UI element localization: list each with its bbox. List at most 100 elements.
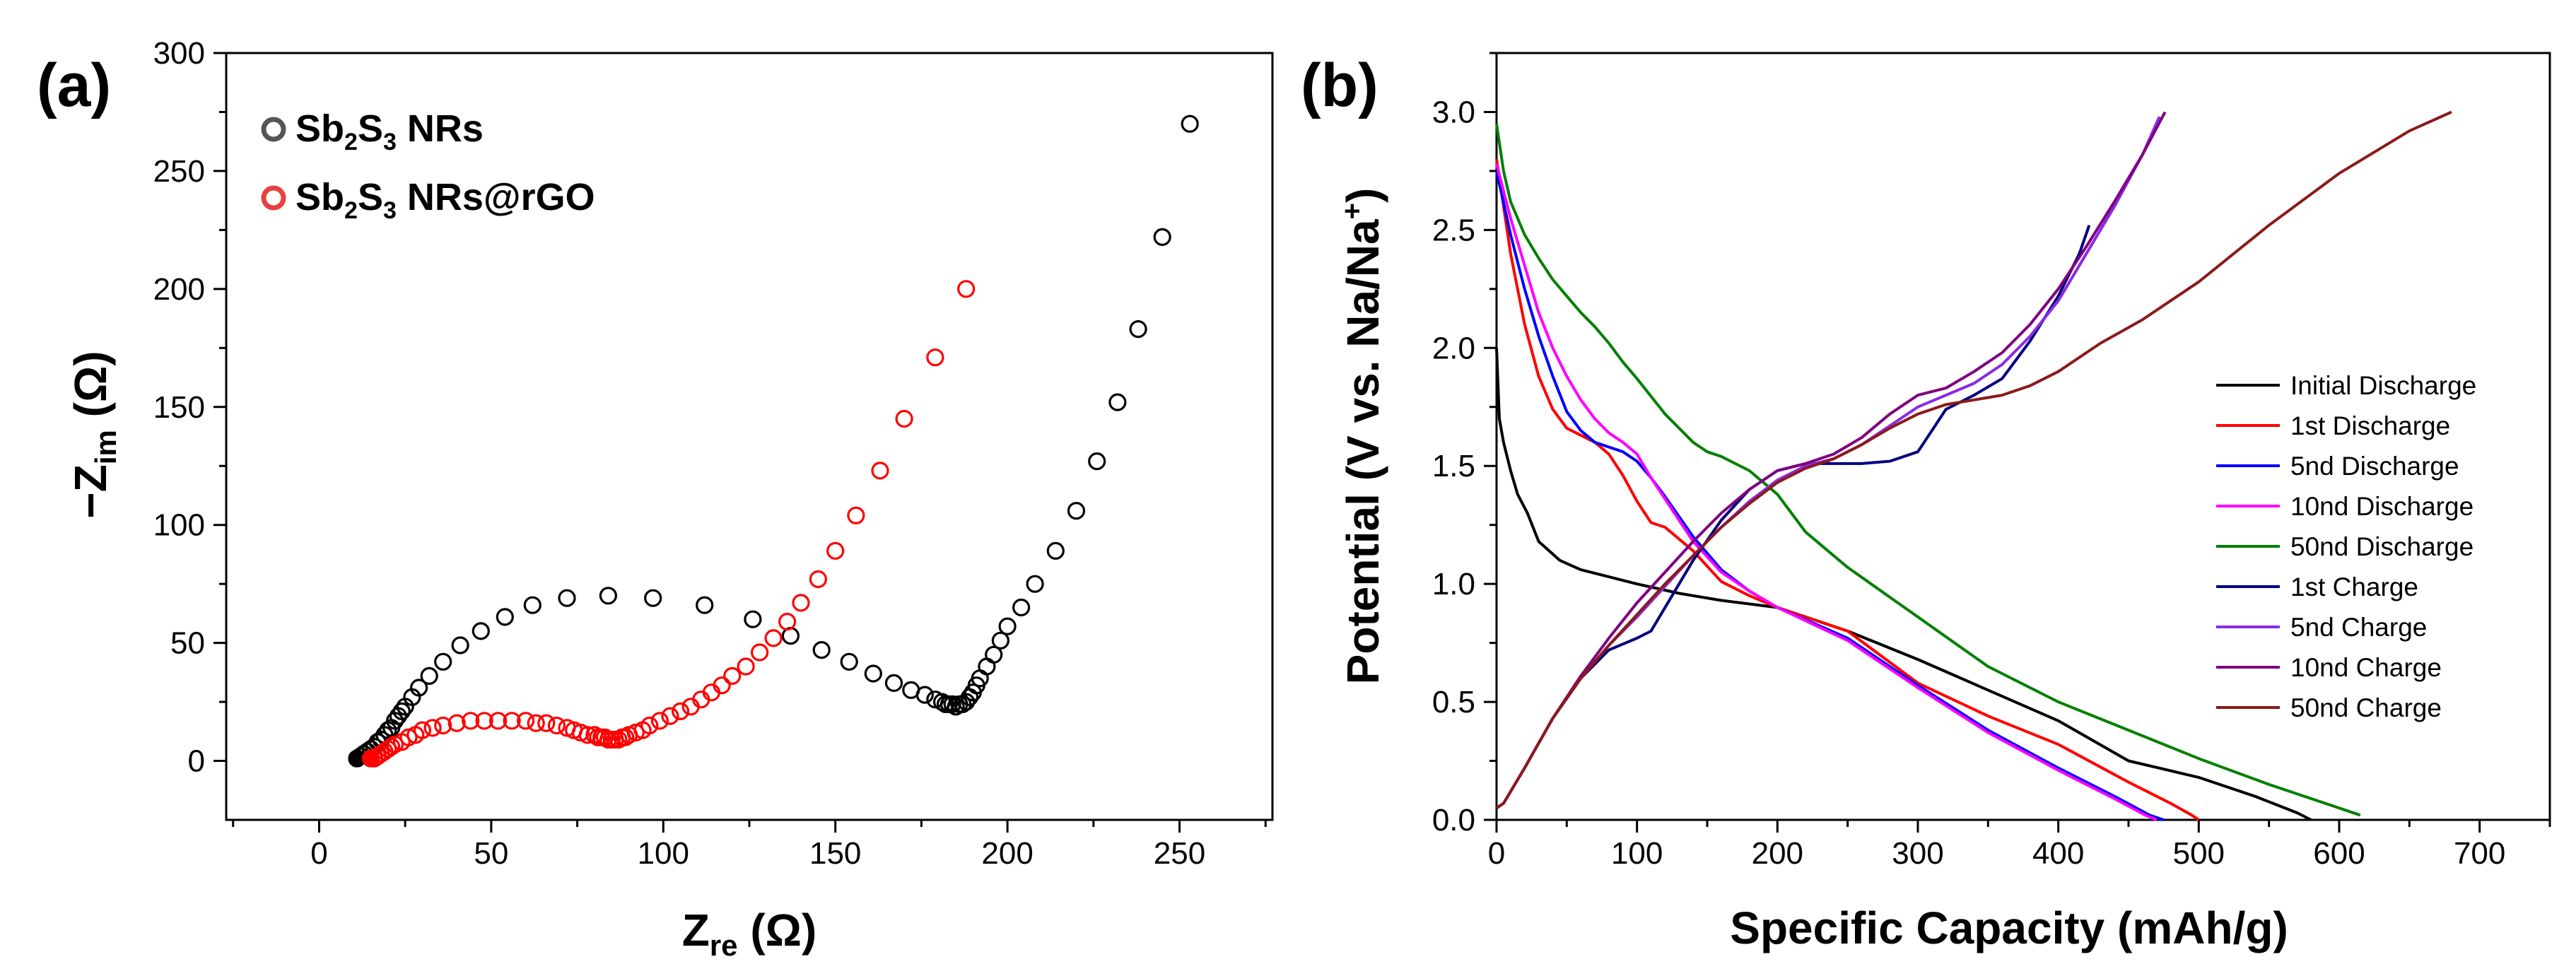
plot-a-y-tick-label: 150 bbox=[153, 390, 205, 425]
series-line-10nd-discharge bbox=[1495, 163, 2158, 821]
data-point-sb2s3-nrs-rgo bbox=[650, 712, 669, 730]
plot-b-y-tick-label: 2.5 bbox=[1432, 213, 1475, 247]
data-point-sb2s3-nrs-rgo bbox=[750, 643, 769, 662]
data-point-sb2s3-nrs-rgo bbox=[537, 714, 556, 732]
plot-b-x-tick-label: 300 bbox=[1892, 836, 1943, 871]
data-point-sb2s3-nrs bbox=[1026, 575, 1044, 593]
data-point-sb2s3-nrs-rgo bbox=[661, 707, 679, 725]
plot-a-y-axis: 0 50 100 150 200 250 300 bbox=[153, 36, 226, 779]
plot-a-x-tick-label: 100 bbox=[638, 836, 689, 871]
data-point-sb2s3-nrs bbox=[884, 674, 903, 693]
data-point-sb2s3-nrs-rgo bbox=[847, 506, 865, 524]
data-point-sb2s3-nrs bbox=[1129, 320, 1147, 339]
series-line-50nd-discharge bbox=[1495, 123, 2361, 817]
data-point-sb2s3-nrs bbox=[1088, 452, 1106, 471]
data-point-sb2s3-nrs bbox=[434, 652, 452, 671]
legend-label-1st-charge: 1st Charge bbox=[2290, 572, 2418, 601]
plot-b-y-tick-label: 0.0 bbox=[1432, 803, 1475, 838]
series-line-1st-discharge bbox=[1495, 158, 2200, 821]
data-point-sb2s3-nrs bbox=[1153, 228, 1171, 246]
plot-b-y-tick-label: 1.5 bbox=[1432, 449, 1475, 483]
plot-b-x-tick-label: 500 bbox=[2173, 836, 2225, 871]
data-point-sb2s3-nrs bbox=[696, 596, 714, 614]
plot-a-y-tick-label: 200 bbox=[153, 272, 205, 307]
data-point-sb2s3-nrs-rgo bbox=[778, 612, 797, 631]
data-point-sb2s3-nrs bbox=[420, 666, 438, 686]
plot-b-x-tick-label: 100 bbox=[1611, 836, 1663, 871]
data-point-sb2s3-nrs-rgo bbox=[895, 409, 913, 428]
charge-discharge-plot: (b) 0 100 200 300 400 500 600 700 0.0 0.5 1.0 1.5 2… bbox=[1301, 52, 2551, 953]
series-sb2s3-nrs-rgo bbox=[361, 280, 976, 768]
plot-a-x-axis-title: Zre (Ω) bbox=[682, 905, 817, 962]
data-point-sb2s3-nrs-rgo bbox=[488, 712, 508, 730]
data-point-sb2s3-nrs bbox=[1067, 502, 1086, 520]
plot-a-x-tick-label: 50 bbox=[474, 836, 508, 871]
data-point-sb2s3-nrs-rgo bbox=[447, 714, 466, 732]
data-point-sb2s3-nrs bbox=[991, 631, 1010, 650]
legend-marker-sb2s3-nrs-rgo bbox=[261, 185, 286, 211]
legend-label-5nd-charge: 5nd Charge bbox=[2290, 613, 2427, 642]
data-point-sb2s3-nrs bbox=[496, 608, 514, 626]
plot-a-x-tick-label: 200 bbox=[981, 836, 1033, 871]
data-point-sb2s3-nrs bbox=[1108, 393, 1127, 411]
plot-b-y-tick-label: 0.5 bbox=[1432, 685, 1475, 720]
plot-b-y-tick-label: 2.0 bbox=[1432, 331, 1475, 365]
plot-b-x-axis-title: Specific Capacity (mAh/g) bbox=[1730, 903, 2288, 953]
data-point-sb2s3-nrs bbox=[998, 617, 1017, 635]
legend-label-10nd-charge: 10nd Charge bbox=[2290, 653, 2442, 682]
data-point-sb2s3-nrs-rgo bbox=[578, 726, 597, 744]
legend-marker-sb2s3-nrs bbox=[261, 117, 286, 142]
data-point-sb2s3-nrs-rgo bbox=[516, 712, 535, 730]
panel-a-label: (a) bbox=[37, 52, 111, 119]
data-point-sb2s3-nrs bbox=[840, 652, 858, 671]
series-line-50nd-charge bbox=[1495, 110, 2452, 809]
data-point-sb2s3-nrs bbox=[1046, 541, 1065, 560]
plot-b-legend: Initial Discharge 1st Discharge 5nd Discha… bbox=[2216, 371, 2476, 722]
data-point-sb2s3-nrs bbox=[812, 640, 831, 659]
plot-a-y-tick-label: 0 bbox=[188, 744, 205, 779]
plot-a-y-tick-label: 300 bbox=[153, 36, 205, 71]
plot-b-x-tick-label: 0 bbox=[1488, 836, 1505, 871]
plot-b-x-axis: 0 100 200 300 400 500 600 700 bbox=[1488, 820, 2551, 871]
data-point-sb2s3-nrs-rgo bbox=[547, 716, 566, 735]
data-point-sb2s3-nrs bbox=[523, 596, 541, 614]
data-point-sb2s3-nrs bbox=[392, 702, 411, 721]
data-point-sb2s3-nrs-rgo bbox=[423, 719, 442, 737]
plot-a-x-axis: 0 50 100 150 200 250 bbox=[232, 820, 1267, 871]
data-point-sb2s3-nrs-rgo bbox=[382, 737, 401, 756]
data-point-sb2s3-nrs-rgo bbox=[792, 594, 810, 612]
data-point-sb2s3-nrs-rgo bbox=[640, 716, 659, 735]
plot-a-y-axis-title: −Zim (Ω) bbox=[65, 351, 122, 518]
series-line-initial-discharge bbox=[1495, 348, 2312, 821]
data-point-sb2s3-nrs bbox=[985, 645, 1003, 664]
legend-label-5nd-discharge: 5nd Discharge bbox=[2290, 452, 2459, 481]
legend-label-10nd-discharge: 10nd Discharge bbox=[2290, 492, 2473, 521]
plot-b-y-axis-title: Potential (V vs. Na/Na+) bbox=[1337, 188, 1388, 685]
plot-b-x-tick-label: 600 bbox=[2313, 836, 2365, 871]
plot-b-y-tick-label: 1.0 bbox=[1432, 567, 1475, 601]
data-point-sb2s3-nrs bbox=[1012, 598, 1031, 617]
data-point-sb2s3-nrs bbox=[915, 686, 934, 704]
data-point-sb2s3-nrs-rgo bbox=[826, 541, 845, 560]
data-point-sb2s3-nrs-rgo bbox=[503, 712, 521, 730]
plot-a-x-tick-label: 250 bbox=[1154, 836, 1205, 871]
data-point-sb2s3-nrs-rgo bbox=[764, 629, 783, 647]
series-sb2s3-nrs bbox=[348, 114, 1199, 768]
legend-label-50nd-discharge: 50nd Discharge bbox=[2290, 532, 2473, 561]
plot-b-x-tick-label: 700 bbox=[2454, 836, 2505, 871]
plot-a-legend: Sb2S3 NRs Sb2S3 NRs@rGO bbox=[261, 107, 595, 224]
legend-label-initial-discharge: Initial Discharge bbox=[2290, 371, 2476, 400]
plot-b-frame bbox=[1495, 52, 2551, 821]
data-point-sb2s3-nrs bbox=[644, 589, 662, 607]
data-point-sb2s3-nrs-rgo bbox=[616, 728, 635, 746]
plot-b-y-axis: 0.0 0.5 1.0 1.5 2.0 2.5 3.0 bbox=[1432, 52, 1497, 838]
data-point-sb2s3-nrs bbox=[943, 695, 961, 714]
data-point-sb2s3-nrs-rgo bbox=[723, 666, 742, 686]
data-point-sb2s3-nrs-rgo bbox=[926, 348, 944, 367]
data-point-sb2s3-nrs bbox=[781, 626, 800, 645]
data-point-sb2s3-nrs bbox=[451, 636, 469, 654]
legend-label-sb2s3-nrs-rgo: Sb2S3 NRs@rGO bbox=[295, 176, 595, 224]
plot-a-frame bbox=[225, 52, 1274, 821]
data-point-sb2s3-nrs-rgo bbox=[737, 657, 755, 676]
data-point-sb2s3-nrs bbox=[744, 610, 762, 628]
